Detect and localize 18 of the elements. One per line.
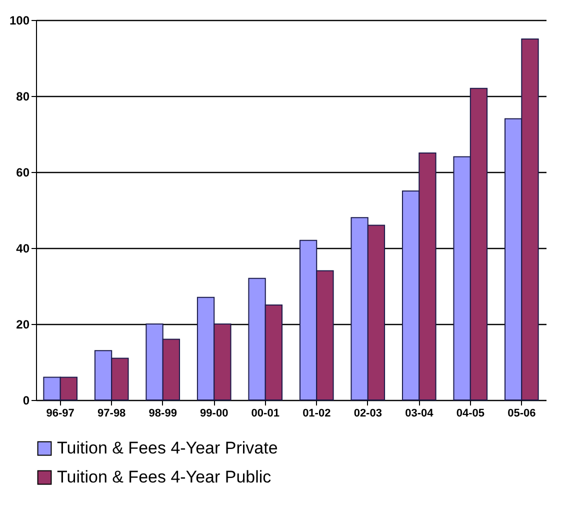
y-tick-label: 60 xyxy=(16,166,30,180)
x-tick-label: 02-03 xyxy=(354,408,382,420)
x-tick-label: 01-02 xyxy=(302,408,331,420)
x-tick-label: 03-04 xyxy=(405,408,434,420)
y-tick-label: 20 xyxy=(16,318,30,332)
x-tick-label: 97-98 xyxy=(98,408,126,420)
x-tick-label: 98-99 xyxy=(148,408,177,420)
y-tick-label: 0 xyxy=(22,394,30,408)
x-tick-label: 96-97 xyxy=(46,408,74,420)
y-tick-label: 80 xyxy=(16,90,30,104)
legend-label: Tuition & Fees 4-Year Public xyxy=(57,468,272,486)
legend-label: Tuition & Fees 4-Year Private xyxy=(57,438,278,458)
y-tick-label: 100 xyxy=(9,14,30,28)
y-tick-label: 40 xyxy=(16,242,30,256)
x-tick-label: 00-01 xyxy=(251,408,280,420)
x-tick-label: 04-05 xyxy=(456,408,484,420)
x-tick-label: 99-00 xyxy=(200,408,228,420)
x-tick-label: 05-06 xyxy=(508,408,536,420)
